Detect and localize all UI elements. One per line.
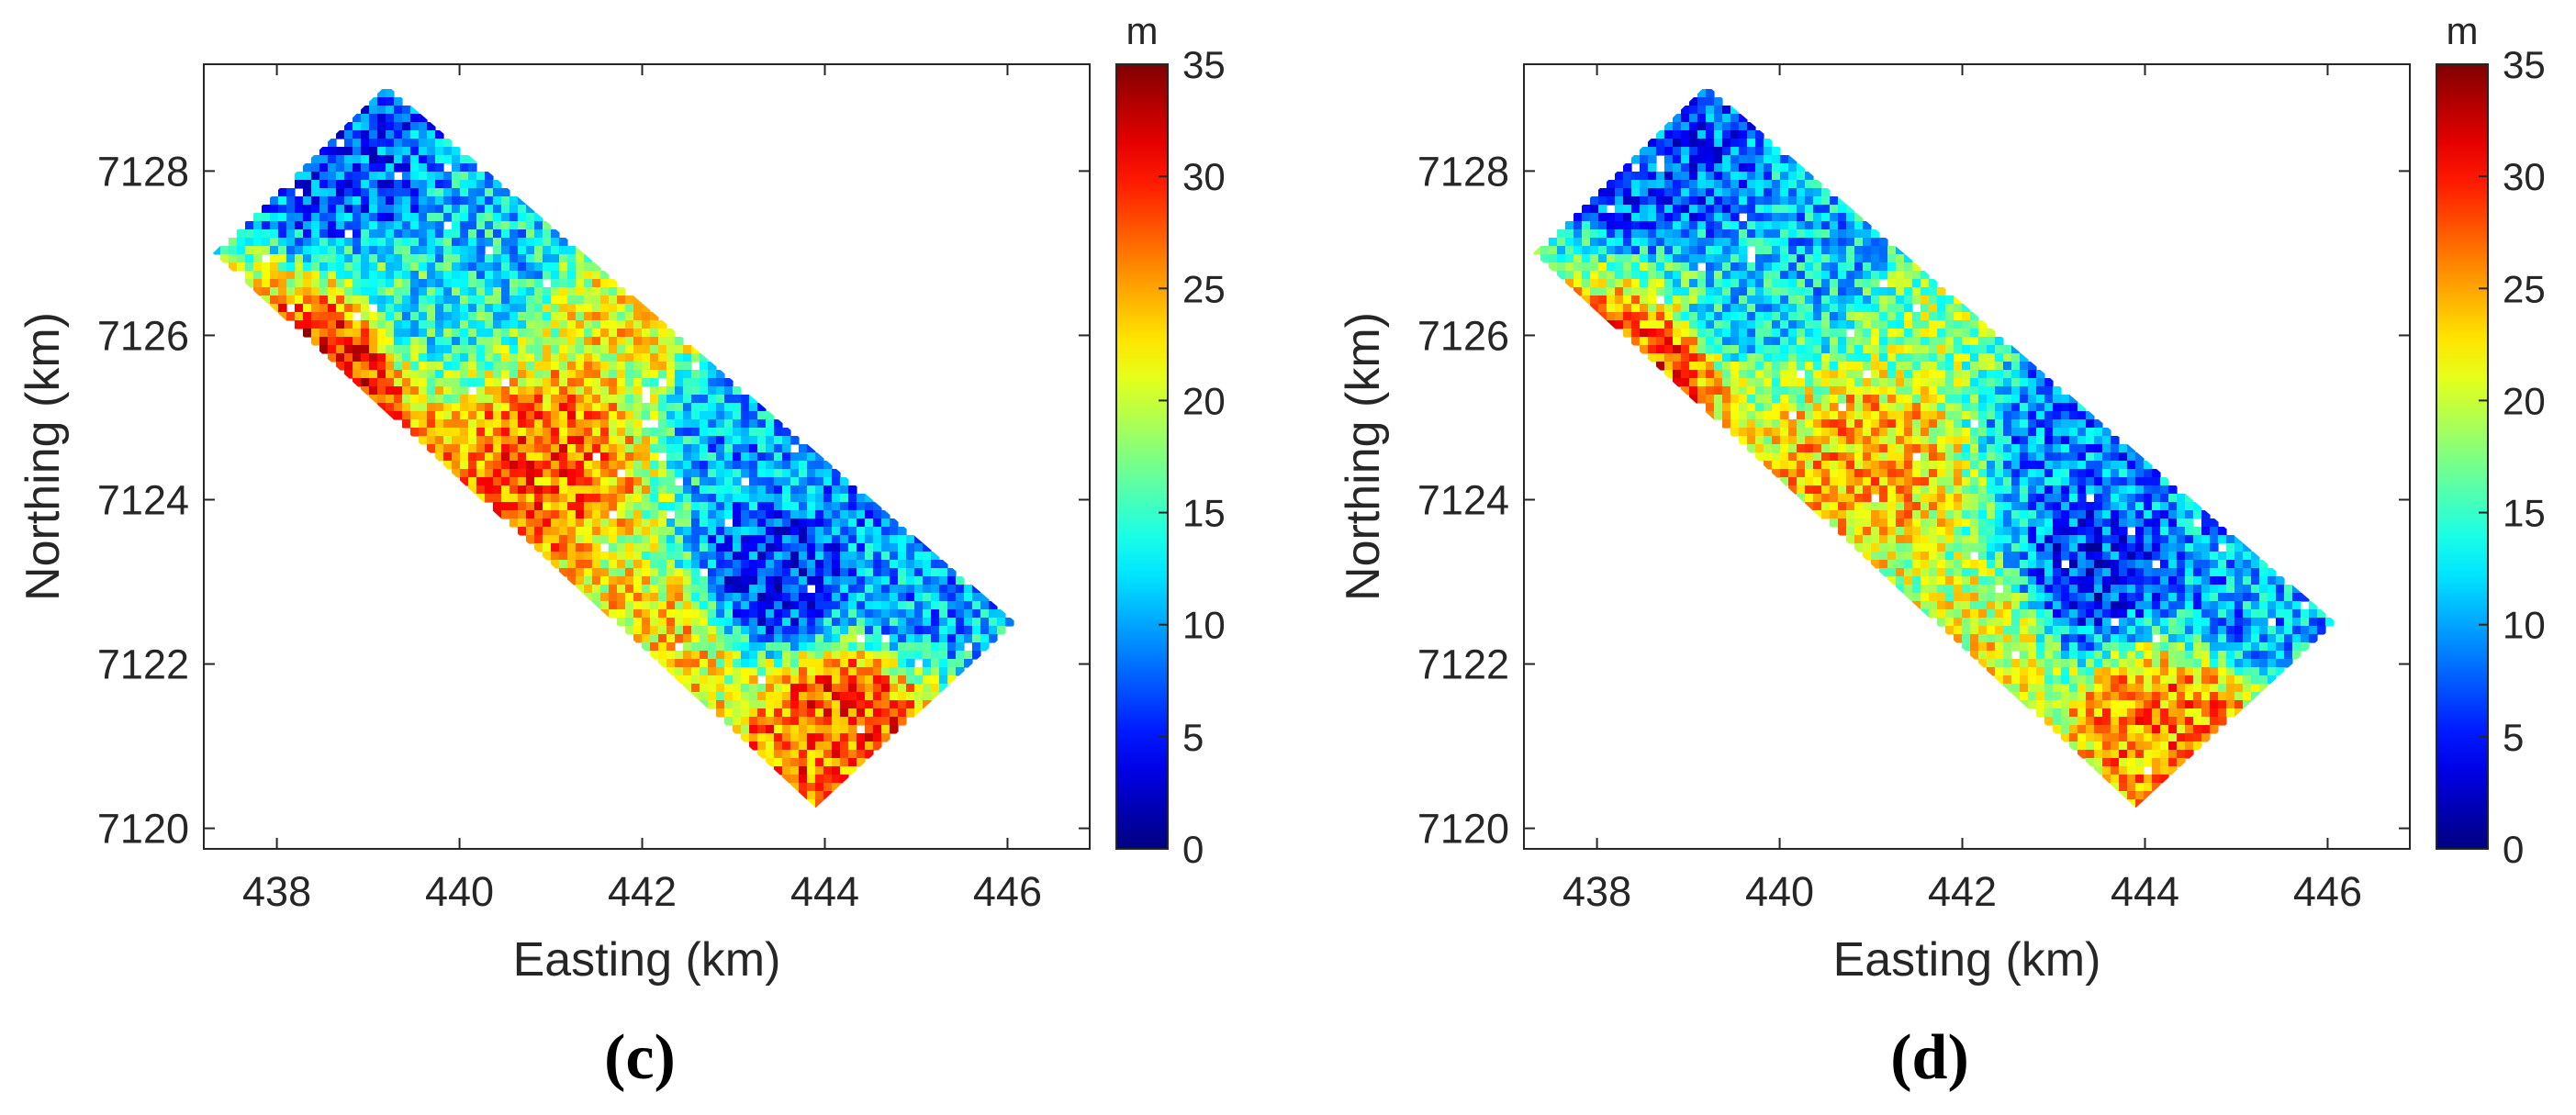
- colorbar-tick-label: 20: [2503, 379, 2546, 422]
- x-tick-label: 438: [242, 868, 311, 915]
- height-raster: [1532, 89, 2335, 808]
- colorbar-tick-label: 5: [1182, 716, 1204, 759]
- y-axis-label: Northing (km): [1337, 312, 1390, 601]
- x-axis-label: Easting (km): [513, 933, 781, 987]
- panel-d: 438 440 442 444 446 7120 7122 7124 7126 7128 Easti…: [1337, 9, 2546, 1093]
- colorbar-tick-label: 30: [2503, 155, 2546, 198]
- x-tick-label: 446: [973, 868, 1042, 915]
- y-tick-label: 7120: [1417, 806, 1509, 853]
- x-tick-label: 446: [2293, 868, 2362, 915]
- x-tick-label: 440: [425, 868, 494, 915]
- colorbar-tick-label: 30: [1182, 155, 1226, 198]
- colorbar-tick-label: 25: [2503, 267, 2546, 310]
- y-tick-label: 7124: [97, 477, 189, 524]
- axes-box: [203, 63, 1091, 850]
- colorbar-tick-label: 35: [1182, 43, 1226, 86]
- colorbar-tick-label: 15: [1182, 492, 1226, 535]
- x-axis-label: Easting (km): [1833, 933, 2101, 987]
- x-tick-label: 442: [1928, 868, 1997, 915]
- colorbar-tick-label: 10: [1182, 604, 1226, 647]
- colorbar: [1115, 63, 1169, 850]
- x-tick-label: 440: [1745, 868, 1814, 915]
- x-tick-label: 438: [1562, 868, 1631, 915]
- colorbar: [2436, 63, 2489, 850]
- y-tick-label: 7126: [1417, 312, 1509, 359]
- y-tick-label: 7120: [97, 806, 189, 853]
- x-tick-label: 442: [608, 868, 677, 915]
- colorbar-tick-label: 10: [2503, 604, 2546, 647]
- y-axis-label: Northing (km): [17, 312, 70, 601]
- colorbar-tick-label: 5: [2503, 716, 2524, 759]
- y-tick-label: 7128: [1417, 148, 1509, 195]
- x-tick-label: 444: [2111, 868, 2179, 915]
- y-tick-label: 7126: [97, 312, 189, 359]
- y-tick-label: 7122: [1417, 641, 1509, 688]
- colorbar-tick-label: 35: [2503, 43, 2546, 86]
- y-tick-label: 7122: [97, 641, 189, 688]
- colorbar-unit: m: [2447, 9, 2479, 52]
- colorbar-unit: m: [1126, 9, 1159, 52]
- panel-label: (d): [1890, 1022, 1969, 1093]
- colorbar-tick-label: 0: [2503, 828, 2524, 871]
- y-tick-label: 7124: [1417, 477, 1509, 524]
- x-tick-label: 444: [790, 868, 859, 915]
- panel-c: 438 440 442 444 446 7120 7122 7124 7126 7128 Easti…: [17, 9, 1226, 1093]
- colorbar-tick-label: 25: [1182, 267, 1226, 310]
- colorbar-tick-label: 15: [2503, 492, 2546, 535]
- colorbar-tick-label: 20: [1182, 379, 1226, 422]
- colorbar-tick-label: 0: [1182, 828, 1204, 871]
- panel-label: (c): [604, 1022, 676, 1093]
- y-tick-label: 7128: [97, 148, 189, 195]
- height-raster: [212, 89, 1014, 808]
- axes-box: [1523, 63, 2411, 850]
